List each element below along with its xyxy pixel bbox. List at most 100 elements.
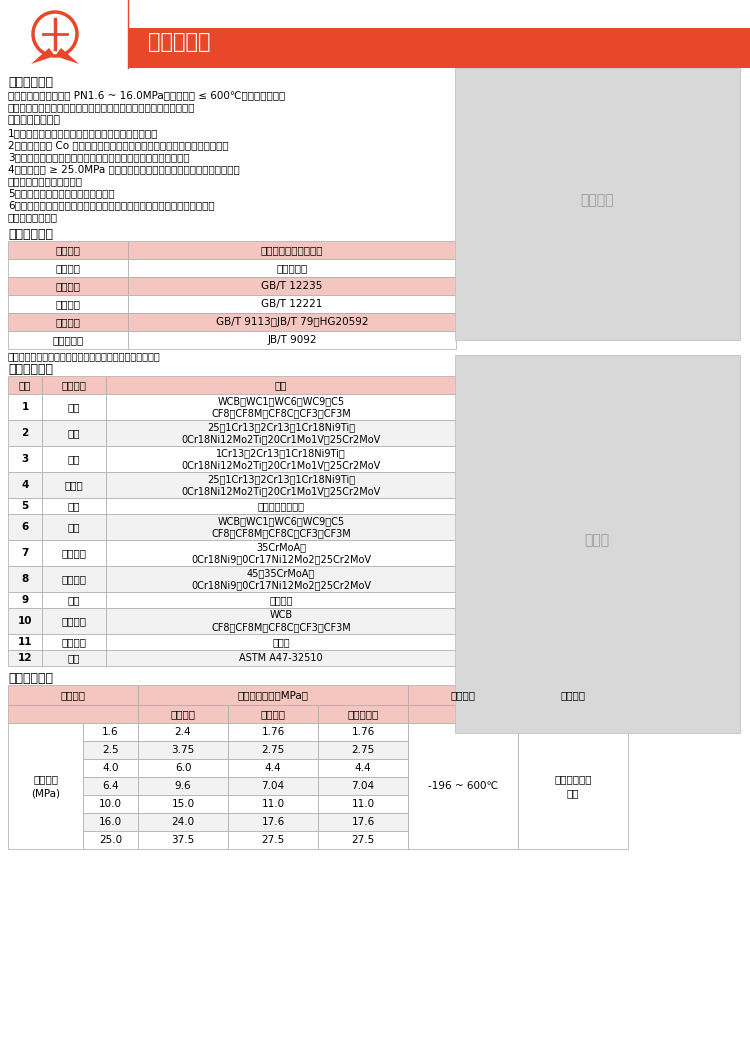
Bar bbox=[106, 394, 456, 420]
Text: 适用介质: 适用介质 bbox=[560, 690, 586, 700]
Bar bbox=[83, 723, 138, 741]
Bar bbox=[106, 608, 456, 634]
Bar bbox=[128, 331, 456, 349]
Text: 7: 7 bbox=[21, 548, 28, 558]
Text: 5、阀门设有倒密封结构，密封可靠。: 5、阀门设有倒密封结构，密封可靠。 bbox=[8, 188, 115, 198]
Text: 设计标准: 设计标准 bbox=[56, 281, 80, 291]
Bar bbox=[42, 472, 106, 498]
Bar bbox=[455, 355, 740, 733]
Bar bbox=[455, 68, 740, 340]
Text: 水、油品、蒸
汽等: 水、油品、蒸 汽等 bbox=[554, 774, 592, 798]
Text: -196 ~ 600℃: -196 ~ 600℃ bbox=[428, 781, 498, 791]
Text: 序号: 序号 bbox=[19, 380, 32, 390]
Text: 阀杆: 阀杆 bbox=[68, 454, 80, 464]
Bar bbox=[42, 498, 106, 514]
Text: 1: 1 bbox=[21, 402, 28, 412]
Text: 铜合金: 铜合金 bbox=[272, 637, 290, 647]
Text: 27.5: 27.5 bbox=[351, 835, 375, 845]
Bar bbox=[42, 420, 106, 446]
Text: 2、密封面堆焊 Co 基硬质合金，耐磨、耐蚀、抗擦伤性能好，使用寿命长。: 2、密封面堆焊 Co 基硬质合金，耐磨、耐蚀、抗擦伤性能好，使用寿命长。 bbox=[8, 140, 229, 150]
Text: 阀瓣盖: 阀瓣盖 bbox=[64, 480, 83, 490]
Bar bbox=[42, 650, 106, 666]
Text: 2: 2 bbox=[21, 428, 28, 438]
Bar bbox=[106, 540, 456, 566]
Bar bbox=[8, 685, 138, 705]
Text: 7.04: 7.04 bbox=[352, 781, 374, 791]
Bar bbox=[83, 831, 138, 849]
Text: 8: 8 bbox=[21, 574, 28, 584]
Text: 手轮: 手轮 bbox=[68, 653, 80, 663]
Text: GB/T 12221: GB/T 12221 bbox=[261, 299, 322, 309]
Bar bbox=[318, 831, 408, 849]
Text: 足各种工程需要。: 足各种工程需要。 bbox=[8, 212, 58, 222]
Bar bbox=[42, 592, 106, 608]
Text: 阀体: 阀体 bbox=[68, 402, 80, 412]
Bar bbox=[228, 723, 318, 741]
Text: 1、产品结构合理、密封可靠、性能优良、造型美观。: 1、产品结构合理、密封可靠、性能优良、造型美观。 bbox=[8, 128, 158, 138]
Bar bbox=[138, 831, 228, 849]
Bar bbox=[518, 705, 628, 723]
Text: 手动、电动: 手动、电动 bbox=[276, 263, 308, 273]
Bar bbox=[8, 446, 42, 472]
Text: 阀瓣: 阀瓣 bbox=[68, 428, 80, 438]
Text: 27.5: 27.5 bbox=[261, 835, 285, 845]
Text: 5: 5 bbox=[21, 501, 28, 511]
Text: 11.0: 11.0 bbox=[262, 799, 284, 809]
Text: 45、35CrMoA、
0Cr18Ni9、0Cr17Ni12Mo2、25Cr2MoV: 45、35CrMoA、 0Cr18Ni9、0Cr17Ni12Mo2、25Cr2M… bbox=[191, 567, 371, 590]
Text: 11: 11 bbox=[18, 637, 32, 647]
Text: 填料压盖: 填料压盖 bbox=[62, 616, 86, 626]
Text: 4: 4 bbox=[21, 480, 28, 490]
Bar bbox=[318, 777, 408, 795]
Text: 主要零件材料: 主要零件材料 bbox=[8, 363, 53, 375]
Bar bbox=[228, 759, 318, 777]
Text: 9.6: 9.6 bbox=[175, 781, 191, 791]
Text: 零件名称: 零件名称 bbox=[62, 380, 86, 390]
Bar bbox=[42, 540, 106, 566]
Text: 4.4: 4.4 bbox=[355, 763, 371, 773]
Text: 3: 3 bbox=[21, 454, 28, 464]
Text: 9: 9 bbox=[22, 595, 28, 605]
Bar bbox=[518, 685, 628, 705]
Bar bbox=[106, 650, 456, 666]
Text: 25、1Cr13、2Cr13、1Cr18Ni9Ti、
0Cr18Ni12Mo2Ti、20Cr1Mo1V、25Cr2MoV: 25、1Cr13、2Cr13、1Cr18Ni9Ti、 0Cr18Ni12Mo2T… bbox=[182, 474, 380, 496]
Text: 1Cr13、2Cr13、1Cr18Ni9Ti、
0Cr18Ni12Mo2Ti、20Cr1Mo1V、25Cr2MoV: 1Cr13、2Cr13、1Cr18Ni9Ti、 0Cr18Ni12Mo2Ti、2… bbox=[182, 447, 380, 470]
Text: 公称压力
(MPa): 公称压力 (MPa) bbox=[31, 774, 60, 798]
Bar bbox=[83, 777, 138, 795]
Bar bbox=[8, 592, 42, 608]
Bar bbox=[128, 259, 456, 277]
Bar bbox=[106, 592, 456, 608]
Text: 25.0: 25.0 bbox=[99, 835, 122, 845]
Text: 结构形式: 结构形式 bbox=[56, 245, 80, 254]
Text: 10: 10 bbox=[18, 616, 32, 626]
Text: 15.0: 15.0 bbox=[172, 799, 194, 809]
Text: 24.0: 24.0 bbox=[172, 817, 194, 827]
Bar bbox=[138, 812, 228, 831]
Text: 1.76: 1.76 bbox=[261, 727, 285, 737]
Polygon shape bbox=[55, 48, 79, 64]
Text: 17.6: 17.6 bbox=[351, 817, 375, 827]
Bar bbox=[8, 472, 42, 498]
Text: 16.0: 16.0 bbox=[99, 817, 122, 827]
Text: 六角螺母: 六角螺母 bbox=[62, 574, 86, 584]
Text: 截面图: 截面图 bbox=[584, 533, 610, 547]
Bar bbox=[106, 446, 456, 472]
Text: 产品结构特点: 产品结构特点 bbox=[8, 76, 53, 89]
Text: 4、公称压力 ≥ 25.0MPa 中腔采用自紧密封式结构，密封性能随压力升高: 4、公称压力 ≥ 25.0MPa 中腔采用自紧密封式结构，密封性能随压力升高 bbox=[8, 164, 240, 174]
Bar bbox=[106, 566, 456, 592]
Text: 产品性能规范: 产品性能规范 bbox=[8, 672, 53, 685]
Bar bbox=[138, 723, 228, 741]
Text: 3.75: 3.75 bbox=[171, 745, 195, 755]
Bar bbox=[8, 723, 83, 849]
Bar bbox=[228, 812, 318, 831]
Text: 1.76: 1.76 bbox=[351, 727, 375, 737]
Text: 法兰截止阀: 法兰截止阀 bbox=[148, 32, 211, 52]
Bar bbox=[42, 566, 106, 592]
Text: 试验和检验: 试验和检验 bbox=[53, 335, 84, 345]
Bar bbox=[518, 723, 628, 849]
Bar bbox=[128, 313, 456, 331]
Text: JB/T 9092: JB/T 9092 bbox=[267, 335, 316, 345]
Text: 结构长度: 结构长度 bbox=[56, 299, 80, 309]
Bar bbox=[318, 795, 408, 812]
Bar bbox=[228, 705, 318, 723]
Text: 栓楔阀盖明杆支架结构: 栓楔阀盖明杆支架结构 bbox=[261, 245, 323, 254]
